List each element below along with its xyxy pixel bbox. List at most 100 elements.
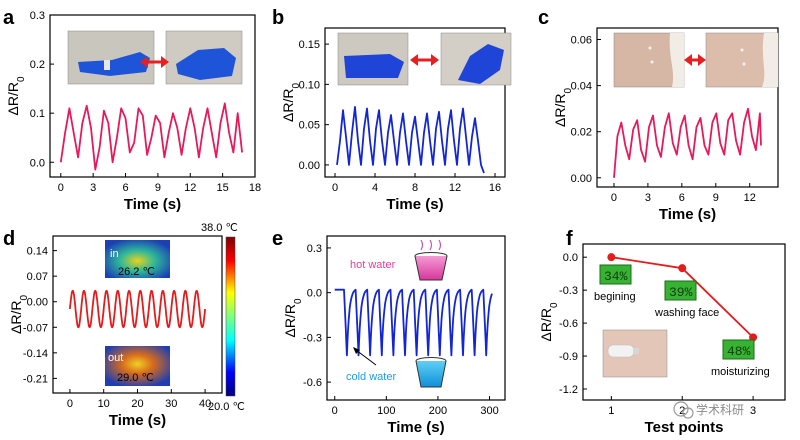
y-tick-label-d-0: 0.14	[27, 246, 48, 258]
sensor-strip	[104, 60, 110, 70]
y-tick-label-c-0: 0.00	[571, 173, 592, 185]
panel-c-photos	[613, 32, 779, 88]
y-tick-label-a-3: 0.3	[30, 10, 45, 22]
series-line-b	[336, 106, 485, 174]
plot-frame-f	[582, 243, 786, 401]
y-tick-label-f-4: -1.2	[559, 384, 578, 396]
cold-water-label: cold water	[346, 371, 396, 383]
panel-c-label: c	[538, 7, 549, 29]
y-axis-label-e: ΔR/R0	[282, 298, 304, 337]
y-tick-label-d-5: -0.21	[23, 373, 48, 385]
thermal-tag-in: in	[110, 248, 119, 260]
y-tick-label-b-3: 0.15	[299, 39, 320, 51]
colorbar-scale	[225, 236, 236, 397]
plot-frame-c	[596, 27, 779, 188]
thermal-image-bottom: out 29.0 ℃	[105, 346, 170, 386]
y-tick-label-a-0: 0.0	[30, 157, 45, 169]
y-tick-label-d-3: -0.07	[23, 322, 48, 334]
wechat-icon	[673, 401, 689, 417]
y-axis-label-a: ΔR/R0	[5, 76, 27, 115]
y-tick-label-c-1: 0.02	[571, 127, 592, 139]
x-tick-label-a-2: 6	[122, 182, 128, 194]
hot-water-label: hot water	[350, 259, 396, 271]
glove-wrist-straight	[344, 54, 404, 78]
x-axis-label-e: Time (s)	[387, 419, 444, 436]
reading-box-2	[664, 280, 697, 301]
panel-b: b 0 4 8 12 16 0.00 0.05 0.10 0.15 Time (s) ΔR/R0	[272, 7, 512, 213]
y-tick-label-b-0: 0.00	[299, 160, 320, 172]
x-tick-label-b-1: 4	[372, 182, 378, 194]
x-tick-label-b-3: 12	[449, 182, 461, 194]
x-tick-label-d-3: 30	[165, 398, 177, 410]
thermal-tag-out: out	[108, 352, 123, 364]
panel-a-label: a	[3, 7, 15, 29]
y-axis-label-b: ΔR/R0	[280, 83, 302, 122]
y-tick-label-e-2: -0.3	[303, 332, 322, 344]
reading-value-1: 34%	[604, 269, 628, 284]
x-tick-label-a-0: 0	[58, 182, 64, 194]
data-point-f-1	[678, 264, 687, 273]
panel-d-plot: 0 10 20 30 40 0.14 0.07 0.00 -0.07 -0.14 -0.21 Time…	[8, 235, 223, 429]
x-tick-label-b-2: 8	[412, 182, 418, 194]
panel-b-label: b	[272, 7, 284, 29]
panel-c: c 0 3 6 9 12 0.00 0.02 0.04 0.06 Time (s) ΔR/R0	[538, 7, 779, 223]
x-tick-label-e-0: 0	[332, 405, 338, 417]
x-tick-label-b-4: 16	[489, 182, 501, 194]
y-tick-label-d-4: -0.14	[23, 348, 48, 360]
x-axis-label-a: Time (s)	[124, 196, 181, 213]
glove-hand-bent	[176, 48, 236, 80]
x-tick-label-e-1: 100	[377, 405, 395, 417]
y-tick-label-e-3: -0.6	[303, 377, 322, 389]
y-tick-label-c-3: 0.06	[571, 35, 592, 47]
x-tick-label-e-2: 200	[429, 405, 447, 417]
y-axis-label-f: ΔR/R0	[538, 302, 560, 341]
data-point-f-2	[749, 333, 758, 342]
y-tick-label-f-0: 0.0	[563, 252, 578, 264]
x-tick-label-c-3: 9	[713, 192, 719, 204]
y-tick-label-b-1: 0.05	[299, 120, 320, 132]
x-axis-label-f: Test points	[645, 419, 724, 436]
x-tick-label-f-1: 2	[679, 405, 685, 417]
x-tick-label-f-0: 1	[608, 405, 614, 417]
x-tick-label-c-1: 3	[645, 192, 651, 204]
reading-value-2: 39%	[669, 285, 693, 300]
watermark-text: 学术科研	[696, 402, 744, 417]
x-tick-label-b-0: 0	[332, 182, 338, 194]
x-axis-label-d: Time (s)	[109, 412, 166, 429]
reading-box-1	[599, 264, 632, 285]
y-tick-label-d-2: 0.00	[27, 297, 48, 309]
x-tick-label-c-4: 12	[744, 192, 756, 204]
panel-d-label: d	[3, 228, 15, 250]
y-tick-label-b-2: 0.10	[299, 79, 320, 91]
colorbar-max-label: 38.0 ℃	[201, 222, 238, 234]
y-tick-label-f-1: -0.3	[559, 285, 578, 297]
thermal-temp-in: 26.2 ℃	[118, 266, 155, 278]
x-axis-label-b: Time (s)	[386, 196, 443, 213]
double-arrow-icon	[684, 54, 706, 66]
data-point-f-0	[607, 253, 616, 262]
y-tick-label-f-3: -0.9	[559, 351, 578, 363]
thermal-map-out	[105, 346, 170, 386]
x-tick-label-f-2: 3	[750, 405, 756, 417]
x-axis-label-c: Time (s)	[659, 206, 716, 223]
cold-water-pointer	[355, 349, 377, 366]
glove-hand-straight	[78, 52, 150, 76]
x-tick-label-c-0: 0	[611, 192, 617, 204]
series-line-c	[613, 107, 762, 178]
hot-water-cup-icon	[414, 239, 448, 281]
x-tick-label-d-1: 10	[98, 398, 110, 410]
x-tick-label-e-3: 300	[480, 405, 498, 417]
y-tick-label-a-1: 0.1	[30, 108, 45, 120]
thermal-map-in	[105, 240, 170, 278]
y-tick-label-f-2: -0.6	[559, 318, 578, 330]
panel-e-plot: 0 100 200 300 0.3 0.0 -0.3 -0.6 Time (s) ΔR/R0	[282, 235, 506, 436]
x-tick-label-a-5: 15	[217, 182, 229, 194]
thermal-image-top: in 26.2 ℃	[105, 240, 170, 278]
y-tick-label-c-2: 0.04	[571, 81, 592, 93]
x-tick-label-a-1: 3	[90, 182, 96, 194]
panel-a: a 0 3 6 9 12 15 18 0.0 0.1 0.2 0.3 Time (s) ΔR/R0	[3, 7, 261, 213]
plot-frame-e	[326, 235, 506, 401]
device-photo	[602, 329, 668, 378]
reading-box-3	[722, 339, 755, 360]
